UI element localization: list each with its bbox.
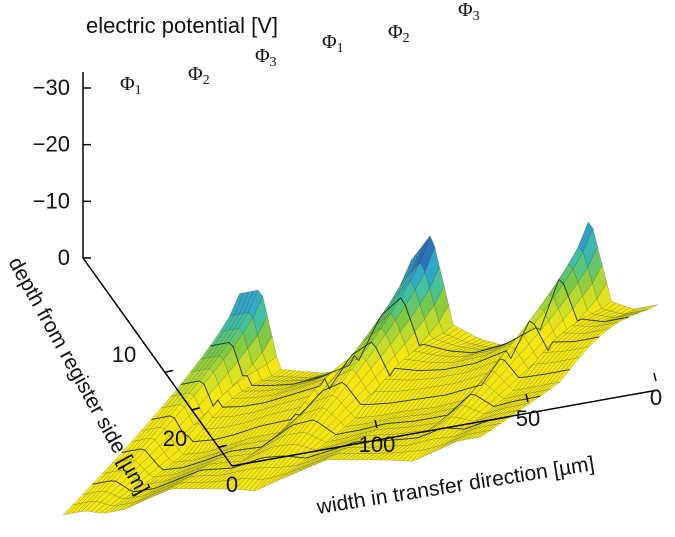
phase-label: Φ2 [388,21,410,46]
z-tick-label: −20 [33,132,70,157]
width-tick-label: 50 [516,406,540,431]
surface-patch [151,488,166,498]
phase-label: Φ1 [322,31,344,56]
surface-patch [304,460,320,470]
depth-axis-line [82,257,233,467]
phase-subscript: 3 [270,55,277,70]
surface-patch [276,471,292,482]
phase-label: Φ2 [188,63,210,88]
surface-patch [187,481,204,490]
surface-patch [462,432,478,441]
phase-symbol: Φ [322,31,337,53]
surface-patch [211,480,228,490]
surface-patch [364,452,381,461]
surface-patch [476,429,492,438]
phase-label: Φ1 [120,73,142,98]
surface-patch [132,496,148,507]
surface-patch [141,492,157,502]
contour-line [210,278,629,386]
surface-patch [155,486,171,496]
surface-patch [109,504,125,513]
surface-patch [90,502,106,513]
surface-patch [225,478,241,490]
surface-patch [252,478,269,492]
depth-tick-label: 10 [112,342,136,367]
surface-patch [206,480,223,490]
width-tick-label: 100 [359,432,396,457]
surface-patch [467,431,483,440]
depth-tick [164,369,174,374]
width-axis-line [231,389,659,467]
width-tick [525,393,529,403]
surface-patch [267,474,283,486]
contour-line [151,358,570,443]
depth-tick [218,444,227,449]
surface-patch [99,505,116,514]
contour-line [121,393,541,471]
surface-patch [425,445,441,456]
surface-patch [331,453,349,461]
surface-patch [299,462,315,472]
depth-tick-label: 20 [163,426,187,451]
potential-surface [62,221,659,516]
depth-tick [191,407,200,411]
surface-patch [66,502,83,515]
surface-patch [160,484,176,494]
surface-patch [369,452,386,461]
width-tick [653,372,657,382]
surface-patch [104,504,120,514]
surface-patch [248,478,265,492]
surface-patch [313,456,329,466]
contour-line [180,320,600,408]
width-tick [374,419,378,429]
surface-patch [113,503,129,512]
phase-symbol: Φ [458,0,473,21]
surface-patch [323,453,339,462]
surface-patch [286,467,301,478]
width-tick-label: 0 [650,385,662,410]
surface-patch [127,498,143,509]
surface-patch [439,439,455,450]
phase-subscript: 1 [135,83,142,98]
surface-patch [453,434,469,444]
z-tick-label: −30 [33,75,70,100]
phase-subscript: 2 [403,31,410,46]
surface-patch [169,482,185,490]
phase-symbol: Φ [388,21,403,43]
surface-patch [173,482,190,490]
surface-patch [472,430,487,439]
surface-patch [359,453,376,461]
phase-label: Φ3 [458,0,480,24]
surface-patch [416,447,432,461]
y-axis-label: depth from register side [µm] [4,253,154,498]
z-tick-label: 0 [58,245,70,270]
surface-patch [243,478,260,491]
depth-tick-label: 0 [226,472,238,497]
phase-label: Φ3 [255,45,277,70]
surface-patch [201,481,218,490]
surface-patch [258,476,274,490]
phase-symbol: Φ [188,63,203,85]
surface-patch [420,446,436,459]
z-tick-label: −10 [33,188,70,213]
surface-patch [458,433,473,442]
surface-patch [62,503,79,516]
phase-subscript: 3 [473,9,480,24]
chart-title: electric potential [V] [86,13,278,38]
phase-symbol: Φ [255,45,270,67]
surface-patch [234,478,251,490]
surface-patch [411,448,427,462]
surface-patch [309,458,325,468]
surface-patch [345,453,362,461]
phase-subscript: 1 [337,41,344,56]
phase-symbol: Φ [120,73,135,95]
x-axis-label: width in transfer direction [µm] [314,452,596,519]
surface-patch [406,450,423,462]
surface-patch [295,464,311,474]
phase-subscript: 2 [203,73,210,88]
plot-axes [82,72,659,467]
